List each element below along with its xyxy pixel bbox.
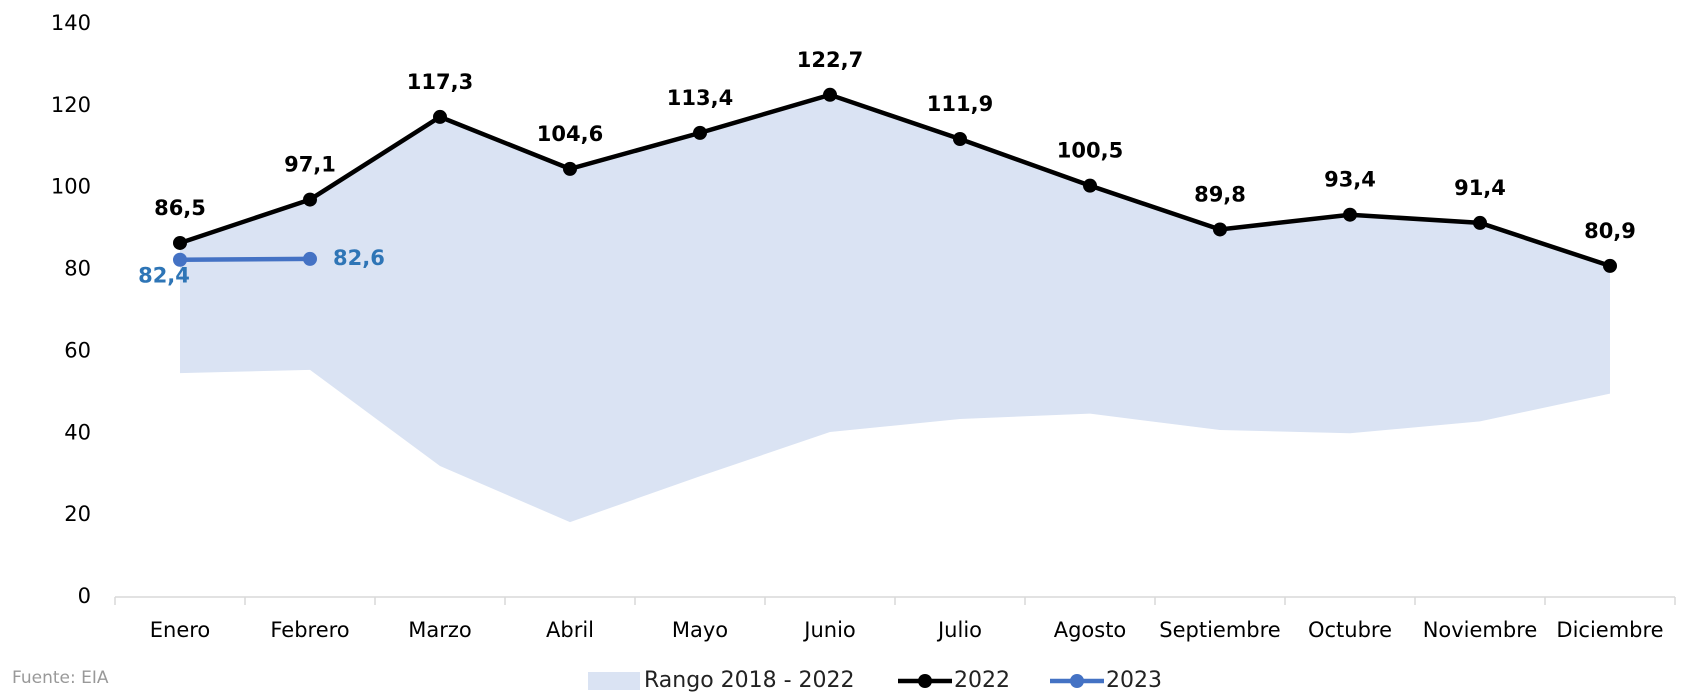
point bbox=[953, 132, 967, 147]
y-tick-label: 40 bbox=[64, 420, 91, 444]
legend-label: 2023 bbox=[1106, 668, 1162, 693]
x-tick-label: Diciembre bbox=[1556, 618, 1663, 642]
data-label: 89,8 bbox=[1194, 182, 1246, 206]
x-tick-label: Abril bbox=[546, 618, 594, 642]
x-tick-label: Agosto bbox=[1054, 618, 1127, 642]
x-tick-label: Marzo bbox=[408, 618, 472, 642]
x-tick-label: Mayo bbox=[672, 618, 728, 642]
data-label: 93,4 bbox=[1324, 168, 1376, 192]
y-tick-label: 20 bbox=[64, 502, 91, 526]
x-tick-label: Junio bbox=[802, 618, 856, 642]
point bbox=[1603, 258, 1617, 273]
series-line bbox=[179, 256, 311, 262]
point bbox=[1083, 178, 1097, 193]
point bbox=[693, 125, 707, 140]
point bbox=[1473, 215, 1487, 230]
data-label: 82,4 bbox=[138, 264, 190, 288]
point bbox=[433, 109, 447, 124]
legend-marker bbox=[1070, 674, 1084, 688]
x-tick-label: Julio bbox=[936, 618, 982, 642]
point bbox=[563, 161, 577, 176]
y-tick-label: 60 bbox=[64, 338, 91, 362]
point bbox=[303, 192, 317, 207]
point bbox=[173, 252, 187, 267]
data-label: 86,5 bbox=[154, 196, 206, 220]
source-note: Fuente: EIA bbox=[12, 668, 109, 688]
y-tick-label: 0 bbox=[78, 584, 91, 608]
point bbox=[173, 235, 187, 250]
data-label: 113,4 bbox=[667, 86, 733, 110]
point bbox=[303, 251, 317, 266]
legend-label: Rango 2018 - 2022 bbox=[644, 668, 855, 693]
y-tick-label: 80 bbox=[64, 257, 91, 281]
x-tick-label: Enero bbox=[150, 618, 211, 642]
data-label: 100,5 bbox=[1057, 139, 1123, 163]
data-label: 91,4 bbox=[1454, 176, 1506, 200]
data-label: 104,6 bbox=[537, 122, 603, 146]
x-tick-label: Febrero bbox=[270, 618, 349, 642]
data-label: 111,9 bbox=[927, 92, 993, 116]
x-tick-label: Octubre bbox=[1308, 618, 1392, 642]
y-tick-label: 140 bbox=[51, 11, 91, 35]
data-label: 122,7 bbox=[797, 48, 863, 72]
series-line bbox=[179, 92, 1611, 269]
legend-swatch bbox=[588, 672, 640, 690]
y-tick-label: 100 bbox=[51, 175, 91, 199]
legend-label: 2022 bbox=[954, 668, 1010, 693]
point bbox=[1213, 222, 1227, 237]
range-area bbox=[180, 94, 1610, 523]
data-label: 82,6 bbox=[333, 246, 385, 270]
legend-marker bbox=[918, 674, 932, 688]
x-tick-label: Septiembre bbox=[1159, 618, 1280, 642]
point bbox=[1343, 207, 1357, 222]
data-label: 97,1 bbox=[284, 153, 336, 177]
point bbox=[823, 87, 837, 102]
y-tick-label: 120 bbox=[51, 93, 91, 117]
data-label: 80,9 bbox=[1584, 219, 1636, 243]
x-tick-label: Noviembre bbox=[1423, 618, 1538, 642]
data-label: 117,3 bbox=[407, 70, 473, 94]
